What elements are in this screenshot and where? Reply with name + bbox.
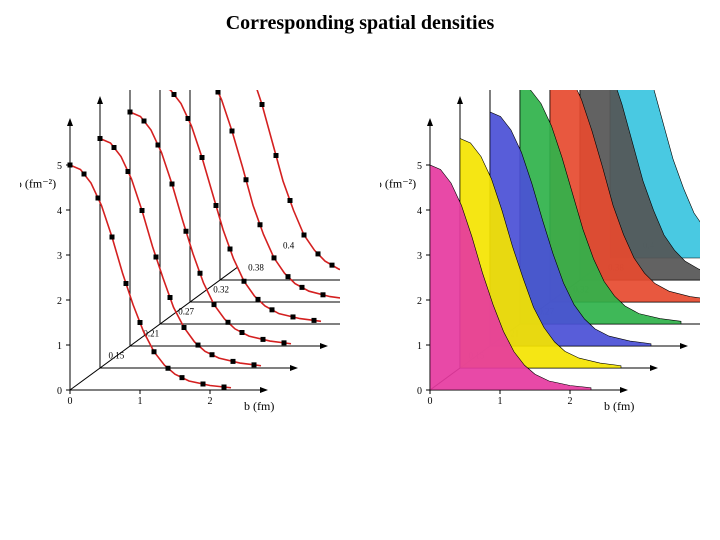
svg-text:0.15: 0.15	[109, 351, 125, 361]
svg-text:4: 4	[57, 206, 62, 217]
svg-text:0.27: 0.27	[178, 307, 194, 317]
right-panel: 012345012ρ (fm⁻²)b (fm)x_B0.150.210.270.…	[380, 90, 700, 430]
svg-text:4: 4	[417, 206, 422, 217]
svg-text:3: 3	[417, 251, 422, 262]
svg-text:1: 1	[57, 341, 62, 352]
svg-text:0: 0	[57, 386, 62, 397]
svg-text:0: 0	[428, 396, 433, 407]
svg-text:0: 0	[417, 386, 422, 397]
svg-text:2: 2	[57, 296, 62, 307]
page-title: Corresponding spatial densities	[0, 12, 720, 35]
svg-text:2: 2	[208, 396, 213, 407]
svg-text:5: 5	[417, 161, 422, 172]
svg-text:0.32: 0.32	[213, 285, 229, 295]
right-chart-svg: 012345012ρ (fm⁻²)b (fm)x_B0.150.210.270.…	[380, 90, 700, 430]
svg-text:1: 1	[138, 396, 143, 407]
svg-text:2: 2	[568, 396, 573, 407]
svg-text:5: 5	[57, 161, 62, 172]
svg-text:2: 2	[417, 296, 422, 307]
svg-text:b (fm): b (fm)	[604, 399, 634, 413]
svg-text:0: 0	[68, 396, 73, 407]
svg-text:1: 1	[498, 396, 503, 407]
svg-text:ρ (fm⁻²): ρ (fm⁻²)	[380, 177, 416, 191]
left-panel: 012345012ρ (fm⁻²)b (fm)x_B0.150.210.270.…	[20, 90, 340, 430]
left-chart-svg: 012345012ρ (fm⁻²)b (fm)x_B0.150.210.270.…	[20, 90, 340, 430]
svg-text:ρ (fm⁻²): ρ (fm⁻²)	[20, 177, 56, 191]
svg-text:0.4: 0.4	[283, 241, 295, 251]
svg-text:b (fm): b (fm)	[244, 399, 274, 413]
svg-text:1: 1	[417, 341, 422, 352]
panels-container: 012345012ρ (fm⁻²)b (fm)x_B0.150.210.270.…	[0, 90, 720, 470]
svg-text:3: 3	[57, 251, 62, 262]
svg-text:0.38: 0.38	[248, 263, 264, 273]
